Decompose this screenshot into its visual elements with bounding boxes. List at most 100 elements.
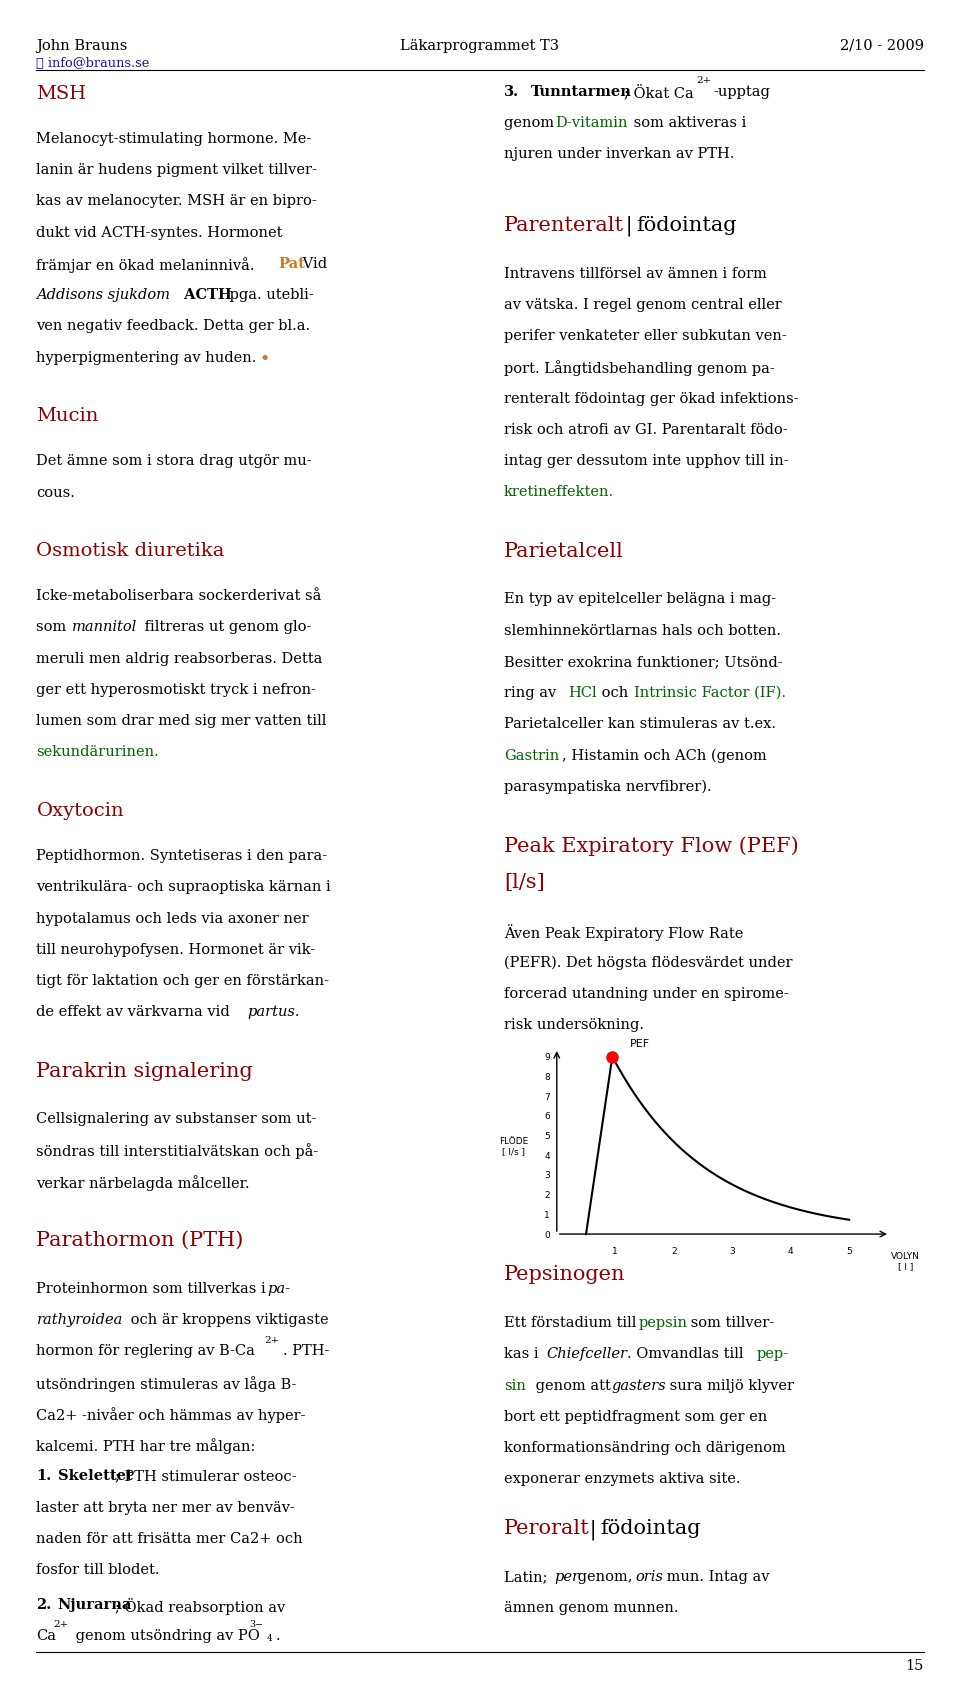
Text: Icke-metaboliserbara sockerderivat så: Icke-metaboliserbara sockerderivat så [36, 589, 322, 603]
Text: MSH: MSH [36, 84, 86, 103]
Text: forcerad utandning under en spirome-: forcerad utandning under en spirome- [504, 986, 789, 1000]
Text: laster att bryta ner mer av benväv-: laster att bryta ner mer av benväv- [36, 1500, 296, 1513]
Text: pga. utebli-: pga. utebli- [225, 287, 313, 302]
Text: 1: 1 [612, 1246, 618, 1255]
Text: lumen som drar med sig mer vatten till: lumen som drar med sig mer vatten till [36, 714, 326, 728]
Text: pep-: pep- [756, 1346, 788, 1361]
Text: .: . [276, 1628, 280, 1642]
Text: Peptidhormon. Syntetiseras i den para-: Peptidhormon. Syntetiseras i den para- [36, 848, 327, 863]
Text: söndras till interstitialvätskan och på-: söndras till interstitialvätskan och på- [36, 1143, 319, 1159]
Text: port. Långtidsbehandling genom pa-: port. Långtidsbehandling genom pa- [504, 360, 775, 377]
Text: mun. Intag av: mun. Intag av [662, 1569, 770, 1583]
Text: Chiefceller: Chiefceller [546, 1346, 627, 1361]
Text: av vätska. I regel genom central eller: av vätska. I regel genom central eller [504, 297, 781, 311]
Text: FLÖDE
[ l/s ]: FLÖDE [ l/s ] [499, 1137, 528, 1155]
Text: ring av: ring av [504, 686, 561, 699]
Text: kas av melanocyter. MSH är en bipro-: kas av melanocyter. MSH är en bipro- [36, 194, 317, 208]
Text: renteralt födointag ger ökad infektions-: renteralt födointag ger ökad infektions- [504, 392, 799, 405]
Text: Oxytocin: Oxytocin [36, 801, 124, 819]
Text: kas i: kas i [504, 1346, 543, 1361]
Text: ; PTH stimulerar osteoc-: ; PTH stimulerar osteoc- [115, 1468, 297, 1483]
Text: exponerar enzymets aktiva site.: exponerar enzymets aktiva site. [504, 1471, 740, 1486]
Text: 2+: 2+ [696, 76, 711, 84]
Text: sura miljö klyver: sura miljö klyver [665, 1378, 794, 1392]
Text: Peroralt: Peroralt [504, 1518, 589, 1537]
Text: 1: 1 [544, 1209, 550, 1219]
Text: Cellsignalering av substanser som ut-: Cellsignalering av substanser som ut- [36, 1111, 317, 1125]
Text: hyperpigmentering av huden.: hyperpigmentering av huden. [36, 350, 261, 365]
Text: 2/10 - 2009: 2/10 - 2009 [839, 39, 924, 52]
Text: Parenteralt: Parenteralt [504, 216, 624, 235]
Text: kalcemi. PTH har tre målgan:: kalcemi. PTH har tre målgan: [36, 1437, 256, 1453]
Text: Peak Expiratory Flow (PEF): Peak Expiratory Flow (PEF) [504, 836, 799, 855]
Text: dukt vid ACTH-syntes. Hormonet: dukt vid ACTH-syntes. Hormonet [36, 225, 283, 240]
Text: risk och atrofi av GI. Parentaralt födo-: risk och atrofi av GI. Parentaralt födo- [504, 422, 787, 436]
Text: ämnen genom munnen.: ämnen genom munnen. [504, 1601, 679, 1615]
Text: 4: 4 [788, 1246, 794, 1255]
Text: genom utsöndring av PO: genom utsöndring av PO [71, 1628, 260, 1642]
Text: -upptag: -upptag [713, 84, 770, 98]
Text: Parietalcell: Parietalcell [504, 540, 624, 561]
Text: hormon för reglering av B-Ca: hormon för reglering av B-Ca [36, 1343, 255, 1358]
Text: Det ämne som i stora drag utgör mu-: Det ämne som i stora drag utgör mu- [36, 454, 312, 468]
Text: genom,: genom, [573, 1569, 637, 1583]
Text: 2+: 2+ [54, 1620, 69, 1628]
Text: perifer venkateter eller subkutan ven-: perifer venkateter eller subkutan ven- [504, 329, 787, 343]
Text: sekundärurinen.: sekundärurinen. [36, 745, 159, 758]
Text: hypotalamus och leds via axoner ner: hypotalamus och leds via axoner ner [36, 910, 309, 926]
Text: Tunntarmen: Tunntarmen [531, 84, 632, 98]
Text: 9: 9 [544, 1052, 550, 1061]
Text: utsöndringen stimuleras av låga B-: utsöndringen stimuleras av låga B- [36, 1375, 297, 1390]
Text: . Omvandlas till: . Omvandlas till [627, 1346, 748, 1361]
Text: pepsin: pepsin [638, 1316, 687, 1329]
Text: Addisons sjukdom: Addisons sjukdom [36, 287, 171, 302]
Text: 6: 6 [544, 1111, 550, 1120]
Text: ACTH: ACTH [179, 287, 231, 302]
Text: 2: 2 [544, 1191, 550, 1199]
Text: [l/s]: [l/s] [504, 873, 544, 892]
Text: Njurarna: Njurarna [58, 1596, 132, 1611]
Text: Läkarprogrammet T3: Läkarprogrammet T3 [400, 39, 560, 52]
Text: Proteinhormon som tillverkas i: Proteinhormon som tillverkas i [36, 1280, 271, 1295]
Text: 0: 0 [544, 1230, 550, 1238]
Text: som aktiveras i: som aktiveras i [629, 115, 746, 130]
Text: Vid: Vid [298, 257, 326, 270]
Text: •: • [259, 350, 270, 368]
Text: Parakrin signalering: Parakrin signalering [36, 1061, 253, 1079]
Text: ven negativ feedback. Detta ger bl.a.: ven negativ feedback. Detta ger bl.a. [36, 319, 311, 333]
Text: genom: genom [504, 115, 559, 130]
Text: VOLYN
[ l ]: VOLYN [ l ] [891, 1252, 920, 1270]
Text: 5: 5 [544, 1132, 550, 1140]
Text: ; Ökat Ca: ; Ökat Ca [624, 84, 694, 100]
Text: Parietalceller kan stimuleras av t.ex.: Parietalceller kan stimuleras av t.ex. [504, 716, 776, 731]
Text: risk undersökning.: risk undersökning. [504, 1017, 644, 1032]
Text: som: som [36, 620, 71, 633]
Text: 4: 4 [544, 1150, 550, 1160]
Text: Pepsinogen: Pepsinogen [504, 1265, 626, 1284]
Text: ger ett hyperosmotiskt tryck i nefron-: ger ett hyperosmotiskt tryck i nefron- [36, 682, 317, 696]
Text: pa-: pa- [267, 1280, 290, 1295]
Text: John Brauns: John Brauns [36, 39, 128, 52]
Text: Parathormon (PTH): Parathormon (PTH) [36, 1230, 244, 1250]
Text: bort ett peptidfragment som ger en: bort ett peptidfragment som ger en [504, 1409, 767, 1424]
Text: och är kroppens viktigaste: och är kroppens viktigaste [126, 1312, 328, 1326]
Text: per: per [554, 1569, 579, 1583]
Text: Även Peak Expiratory Flow Rate: Även Peak Expiratory Flow Rate [504, 924, 743, 941]
Text: tigt för laktation och ger en förstärkan-: tigt för laktation och ger en förstärkan… [36, 973, 329, 988]
Text: mannitol: mannitol [72, 620, 137, 633]
Text: |: | [619, 216, 639, 236]
Text: 8: 8 [544, 1073, 550, 1081]
Text: 5: 5 [847, 1246, 852, 1255]
Text: 1.: 1. [36, 1468, 52, 1483]
Text: , Histamin och ACh (genom: , Histamin och ACh (genom [562, 748, 766, 763]
Text: filtreras ut genom glo-: filtreras ut genom glo- [140, 620, 312, 633]
Text: lanin är hudens pigment vilket tillver-: lanin är hudens pigment vilket tillver- [36, 164, 318, 177]
Text: 3: 3 [544, 1170, 550, 1179]
Text: En typ av epitelceller belägna i mag-: En typ av epitelceller belägna i mag- [504, 591, 776, 606]
Text: njuren under inverkan av PTH.: njuren under inverkan av PTH. [504, 147, 734, 160]
Text: D-vitamin: D-vitamin [555, 115, 628, 130]
Text: HCl: HCl [568, 686, 597, 699]
Text: 7: 7 [544, 1091, 550, 1101]
Text: slemhinnekörtlarnas hals och botten.: slemhinnekörtlarnas hals och botten. [504, 623, 781, 637]
Text: 4: 4 [267, 1633, 273, 1642]
